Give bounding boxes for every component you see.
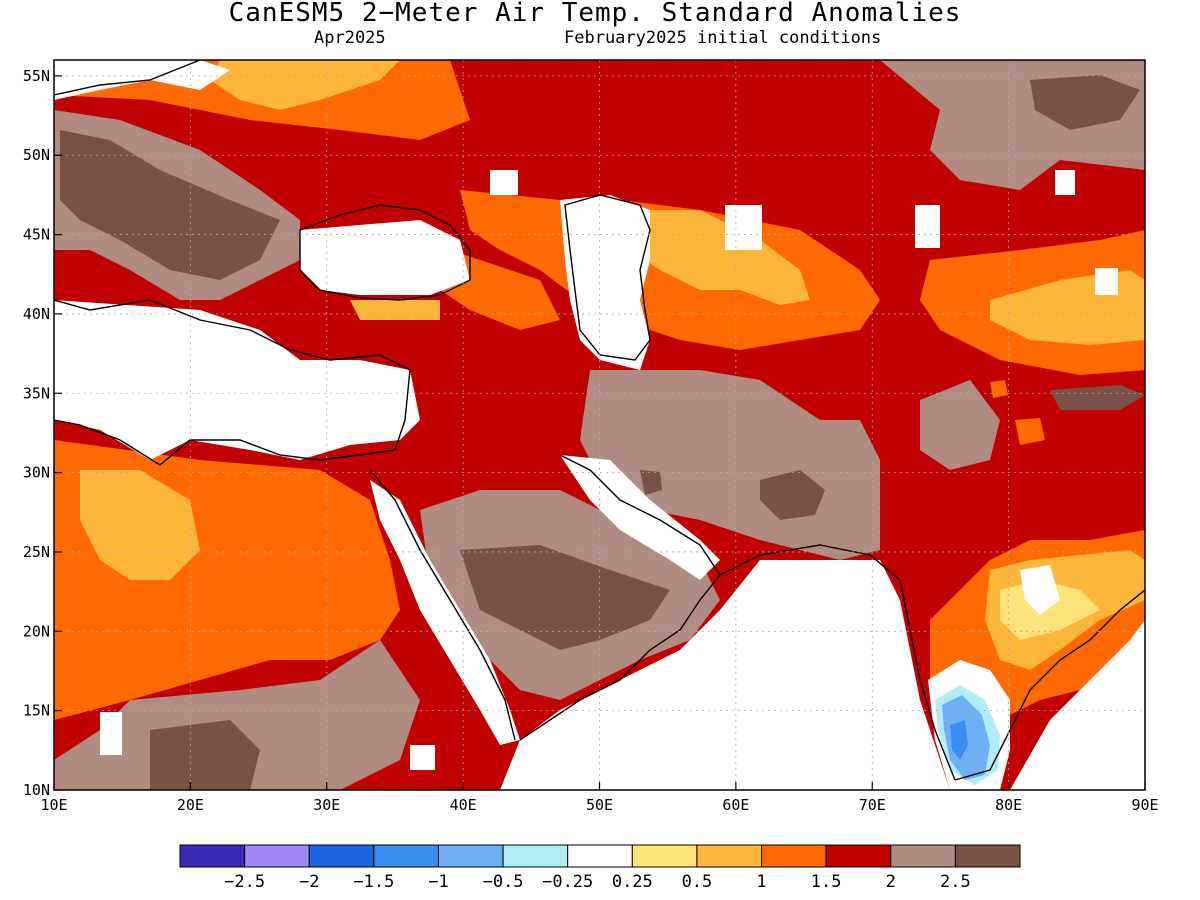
anomaly-region-africa-brown [54, 640, 420, 790]
lon-tick-label: 50E [586, 796, 613, 814]
lat-tick-label: 30N [23, 464, 50, 482]
anomaly-region-tibet-darkbrown [1050, 385, 1145, 410]
colorbar-label: −1 [428, 872, 448, 892]
colorbar-swatch [179, 844, 246, 868]
lat-tick-label: 35N [23, 384, 50, 402]
anomaly-region-kazakhstan-lightorange [620, 210, 810, 305]
colorbar-label: 0.25 [612, 872, 653, 892]
lon-tick-label: 20E [177, 796, 204, 814]
lon-tick-label: 30E [313, 796, 340, 814]
anomaly-region-libya-lightorange [80, 470, 200, 580]
colorbar-label: −2 [299, 872, 319, 892]
anomaly-region-europe-darkbrown [60, 130, 280, 280]
anomaly-region-mongolia-darkbrown [1030, 75, 1140, 130]
lon-tick-label: 60E [722, 796, 749, 814]
black-sea-mask [300, 220, 470, 295]
anomaly-region-russia-lightorange [210, 60, 400, 110]
colorbar-label: −1.5 [353, 872, 394, 892]
red-sea-mask [370, 480, 520, 745]
colorbar-label: 2.5 [940, 872, 971, 892]
forecast-month: Apr2025 [314, 28, 386, 48]
anomaly-region-himalaya-brown [920, 380, 1000, 470]
mediterranean-mask [54, 300, 420, 460]
lat-tick-label: 40N [23, 305, 50, 323]
lat-tick-label: 20N [23, 622, 50, 640]
anomaly-region-arabia-darkbrown [460, 545, 670, 650]
colorbar-label: −0.5 [483, 872, 524, 892]
coastlines [54, 60, 1145, 781]
colorbar-label: −2.5 [224, 872, 265, 892]
gulf-mask [560, 455, 720, 580]
colorbar-swatch [761, 844, 827, 868]
colorbar-swatch [437, 844, 504, 868]
anomaly-region-turkey-lightorange [350, 300, 440, 320]
colorbar-swatch [890, 844, 956, 868]
lat-tick-label: 25N [23, 543, 50, 561]
colorbar-swatch [567, 844, 633, 868]
colorbar-swatch [631, 844, 698, 868]
colorbar-label: 1.5 [811, 872, 842, 892]
anomaly-region-gulf-darkbrown [640, 470, 662, 495]
colorbar-swatch [502, 844, 569, 868]
lat-tick-label: 55N [23, 67, 50, 85]
initial-conditions-label: February2025 initial conditions [564, 28, 882, 48]
lon-tick-label: 40E [450, 796, 477, 814]
colorbar-label: 1 [756, 872, 766, 892]
bay-of-bengal-mask [1010, 620, 1145, 790]
arabian-sea-mask [500, 560, 950, 790]
colorbar-swatch [825, 844, 892, 868]
lat-tick-label: 45N [23, 226, 50, 244]
caspian-mask [560, 195, 650, 370]
map-title: CanESM5 2−Meter Air Temp. Standard Anoma… [228, 0, 962, 28]
lat-tick-label: 10N [23, 781, 50, 799]
colorbar-swatch [696, 844, 763, 868]
lat-tick-label: 15N [23, 702, 50, 720]
colorbar-label: 2 [886, 872, 896, 892]
lat-tick-label: 50N [23, 146, 50, 164]
colorbar-swatch [244, 844, 310, 868]
longitude-axis: 10E 20E 30E 40E 50E 60E 70E 80E 90E [40, 782, 1159, 814]
lon-tick-label: 70E [859, 796, 886, 814]
anomaly-region-africa-darkbrown [150, 720, 260, 790]
lon-tick-label: 90E [1131, 796, 1158, 814]
colorbar-label: 0.5 [682, 872, 713, 892]
lon-tick-label: 80E [995, 796, 1022, 814]
lon-tick-label: 10E [40, 796, 67, 814]
anomaly-region-pakistan-darkbrown [760, 470, 825, 520]
anomaly-region-india-darkblue [950, 720, 968, 760]
colorbar: −2.5 −2 −1.5 −1 −0.5 −0.25 0.25 0.5 1 1.5 2 2.5 [179, 844, 1021, 892]
colorbar-swatch [308, 844, 375, 868]
colorbar-swatch [373, 844, 439, 868]
latitude-axis: 10N 15N 20N 25N 30N 35N 40N 45N 50N 55N [23, 67, 62, 799]
graticule [54, 60, 1145, 790]
colorbar-label: −0.25 [542, 872, 593, 892]
colorbar-swatch [954, 844, 1021, 868]
anomaly-shading [54, 60, 1145, 790]
